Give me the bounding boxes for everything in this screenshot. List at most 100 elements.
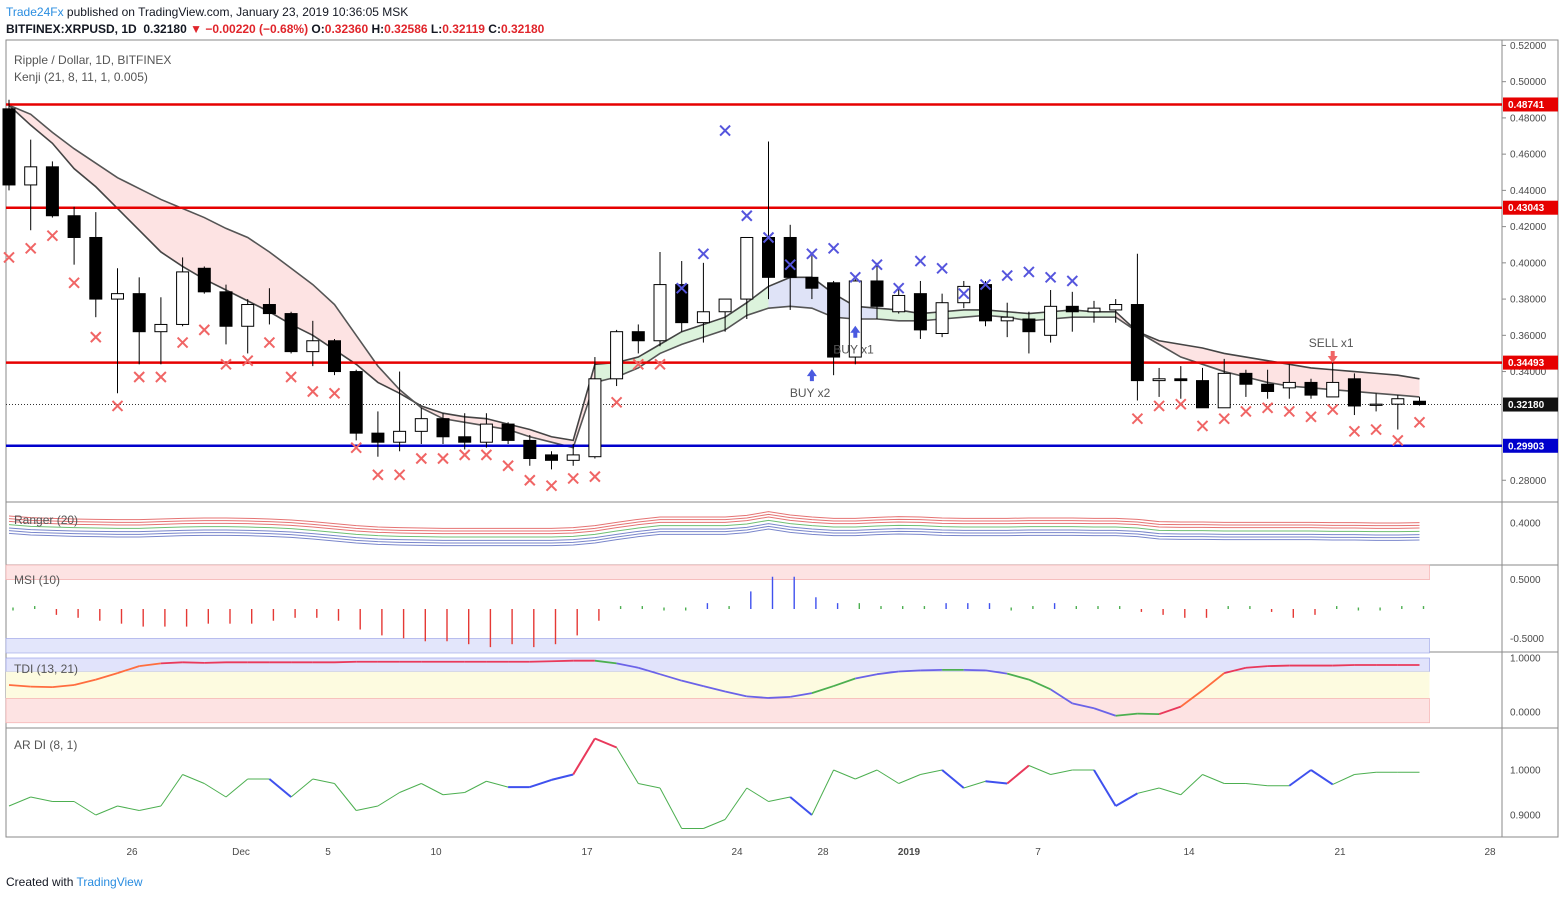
- ardi-line-segment: [855, 769, 878, 780]
- ranger-band-line: [8, 525, 1420, 544]
- ardi-line-segment: [139, 805, 162, 811]
- candle-body: [566, 454, 580, 461]
- candle-body: [1022, 318, 1036, 333]
- close-label: C:: [488, 22, 501, 36]
- ardi-line-segment: [724, 787, 748, 820]
- tdi-line-segment: [594, 659, 617, 665]
- ardi-line-segment: [594, 737, 617, 749]
- msi-tick-label: -0.5000: [1510, 634, 1544, 645]
- signal-cross-marker: [871, 258, 883, 271]
- candle-body: [349, 371, 363, 434]
- candle-body: [241, 304, 255, 327]
- signal-cross-marker: [1240, 405, 1252, 418]
- ardi-line-segment: [204, 783, 227, 798]
- last-price-tag-label: 0.32180: [1508, 400, 1545, 411]
- tdi-line-segment: [1072, 702, 1095, 710]
- signal-cross-marker: [1196, 420, 1209, 432]
- tdi-lower-zone: [5, 698, 1430, 724]
- signal-cross-marker: [1131, 412, 1144, 425]
- signal-cross-marker: [784, 258, 796, 271]
- signal-cross-marker: [220, 358, 232, 371]
- price-tick-label: 0.50000: [1510, 77, 1547, 88]
- price-tick-label: 0.38000: [1510, 295, 1547, 306]
- signal-cross-marker: [1023, 266, 1035, 278]
- signal-cross-marker: [545, 479, 558, 492]
- candle-body: [479, 423, 493, 443]
- open-label: O:: [311, 22, 325, 36]
- candle-body: [111, 293, 124, 300]
- price-tick-label: 0.42000: [1510, 222, 1547, 233]
- ardi-line-segment: [941, 769, 965, 789]
- signal-cross-marker: [285, 371, 297, 383]
- signal-cross-marker: [176, 336, 189, 349]
- signal-cross-marker: [502, 460, 514, 472]
- tdi-line-segment: [963, 668, 986, 672]
- signal-cross-marker: [567, 472, 579, 485]
- candle-body: [306, 340, 320, 353]
- tdi-line-segment: [117, 665, 140, 674]
- tdi-line-segment: [616, 662, 639, 669]
- tdi-line-segment: [8, 684, 31, 688]
- sell-signal-label: SELL x1: [1309, 336, 1354, 350]
- tdi-line-segment: [1028, 678, 1051, 691]
- ardi-line-segment: [746, 787, 769, 802]
- signal-cross-marker: [3, 251, 15, 264]
- ardi-line-segment: [789, 796, 813, 816]
- candle-body: [1196, 380, 1209, 409]
- price-tick-label: 0.46000: [1510, 150, 1547, 161]
- candle-body: [653, 284, 667, 342]
- tdi-line-segment: [1093, 707, 1116, 717]
- tdi-line-segment: [1332, 664, 1355, 667]
- tdi-line-segment: [182, 661, 205, 664]
- tdi-line-segment: [1201, 672, 1225, 692]
- candle-body: [67, 215, 81, 238]
- main-title: Ripple / Dollar, 1D, BITFINEX: [14, 53, 171, 67]
- ardi-line-segment: [1158, 787, 1181, 796]
- tdi-line-segment: [1245, 665, 1268, 669]
- candle-body: [675, 284, 689, 324]
- candle-body: [436, 418, 450, 438]
- price-tick-label: 0.28000: [1510, 476, 1547, 487]
- signal-cross-marker: [328, 387, 341, 400]
- tdi-line-segment: [551, 659, 574, 663]
- brand-link[interactable]: Trade24Fx: [6, 5, 64, 19]
- ardi-line-segment: [638, 783, 661, 789]
- ardi-line-segment: [486, 780, 509, 788]
- tdi-line-segment: [855, 673, 878, 680]
- level-tag: [1503, 97, 1558, 112]
- signal-cross-marker: [350, 441, 362, 454]
- signal-cross-marker: [979, 278, 992, 291]
- chart-frame: [5, 39, 1559, 838]
- price-change: −0.00220 (−0.68%): [205, 22, 309, 36]
- signal-cross-marker: [111, 400, 124, 412]
- ardi-line-segment: [768, 796, 791, 802]
- ranger-band-line: [8, 528, 1420, 547]
- tdi-line-segment: [659, 673, 682, 682]
- ardi-line-segment: [334, 783, 357, 811]
- ardi-line-segment: [1137, 787, 1160, 794]
- signal-cross-marker: [24, 242, 37, 255]
- tdi-line-segment: [703, 685, 726, 693]
- tradingview-logo[interactable]: TradingView: [76, 875, 143, 889]
- tdi-line-segment: [985, 669, 1008, 675]
- price-tick-label: 0.44000: [1510, 186, 1547, 197]
- candle-body: [1413, 400, 1426, 406]
- candle-body: [870, 280, 884, 307]
- ranger-band-line: [8, 523, 1420, 541]
- msi-title: MSI (10): [14, 573, 60, 587]
- ardi-line-segment: [30, 796, 53, 802]
- candle-body: [1065, 305, 1079, 313]
- level-tag-label: 0.48741: [1508, 100, 1545, 111]
- ardi-line-segment: [616, 747, 639, 784]
- ardi-line-segment: [225, 778, 249, 798]
- ardi-line-segment: [876, 769, 899, 784]
- candle-body: [718, 298, 732, 313]
- date-tick-label: 24: [731, 847, 743, 858]
- candle-body: [1282, 381, 1296, 389]
- tdi-line-segment: [1050, 688, 1073, 705]
- candle-body: [176, 271, 190, 325]
- tdi-line-segment: [1267, 664, 1290, 667]
- date-tick-label: 26: [126, 847, 138, 858]
- ohlc-header: BITFINEX:XRPUSD, 1D 0.32180 ▼ −0.00220 (…: [6, 21, 544, 37]
